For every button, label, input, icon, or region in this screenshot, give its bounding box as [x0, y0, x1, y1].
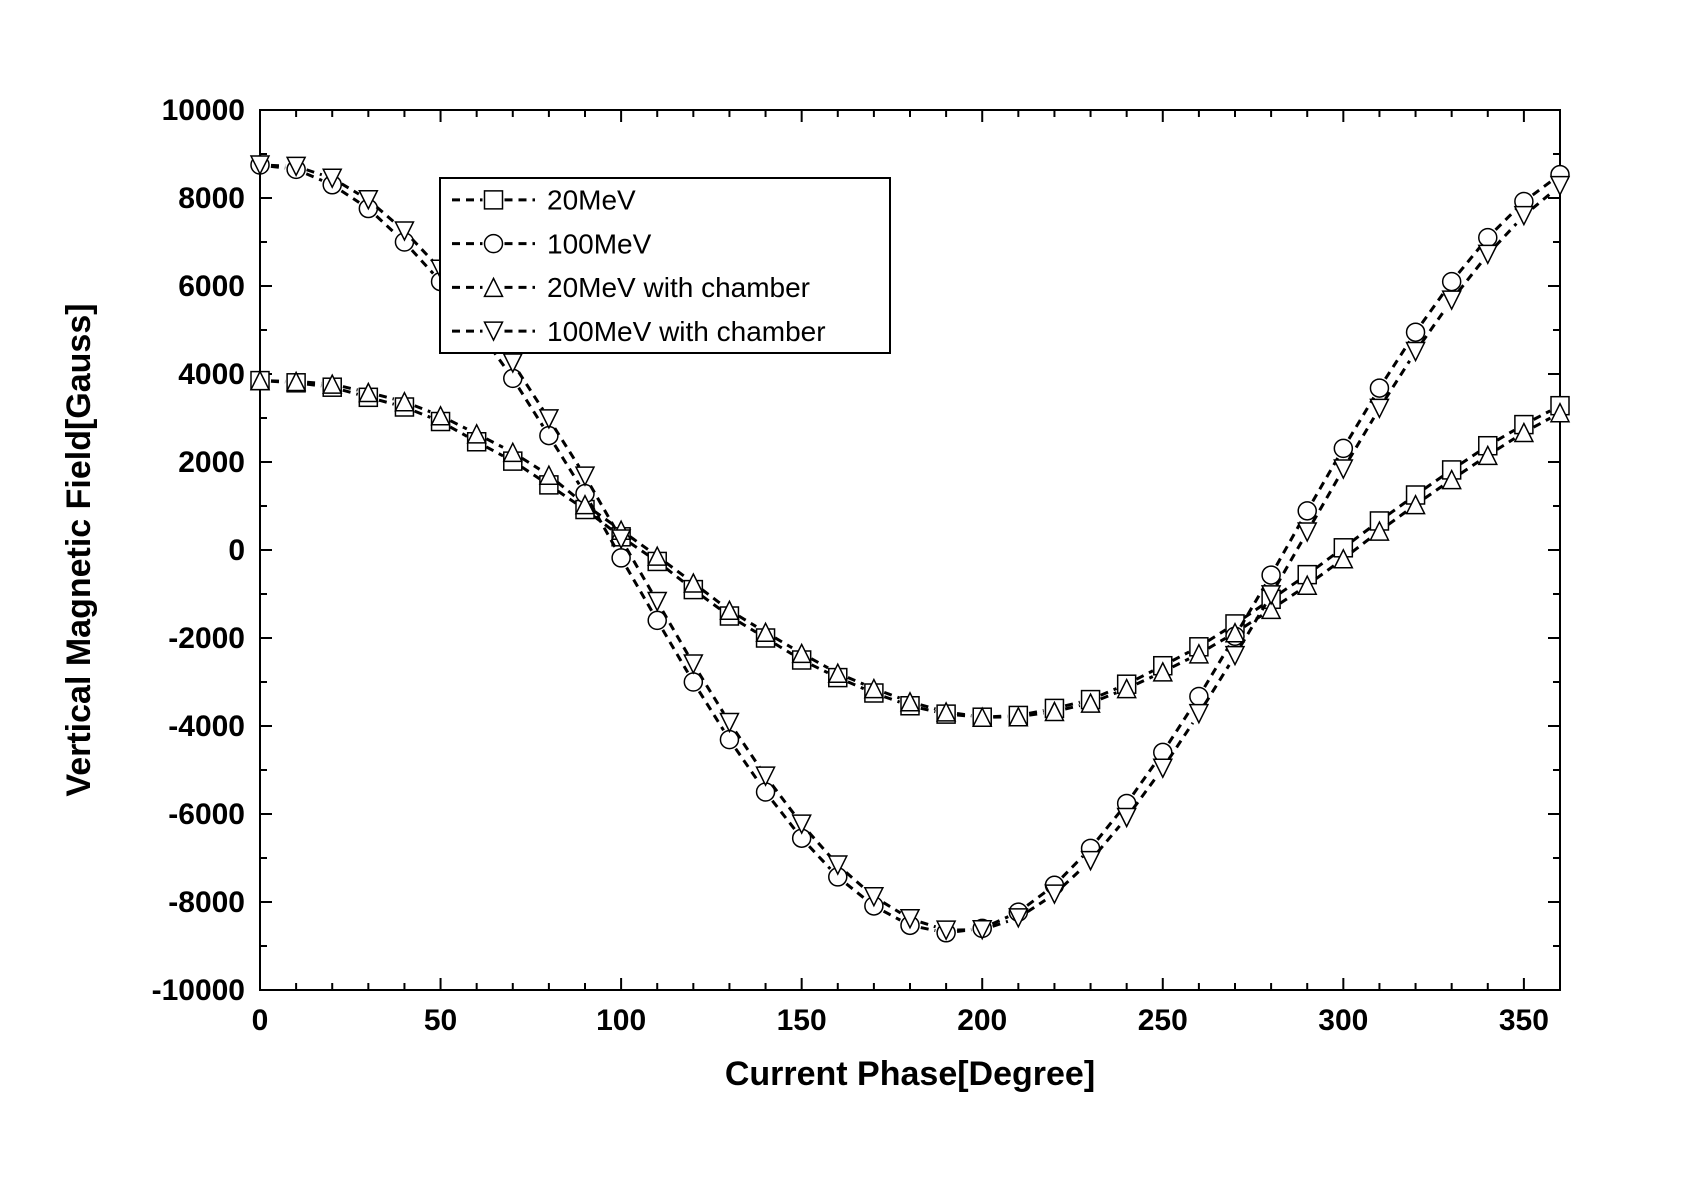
x-tick-label: 200: [957, 1004, 1007, 1037]
y-tick-label: 4000: [178, 358, 245, 391]
y-tick-label: -10000: [152, 974, 245, 1007]
x-axis-label: Current Phase[Degree]: [725, 1055, 1095, 1093]
y-tick-label: -8000: [168, 886, 245, 919]
x-tick-label: 300: [1318, 1004, 1368, 1037]
y-tick-label: 6000: [178, 270, 245, 303]
legend-label: 100MeV: [547, 228, 652, 259]
y-tick-label: 2000: [178, 446, 245, 479]
x-tick-label: 150: [777, 1004, 827, 1037]
y-axis-label: Vertical Magnetic Field[Gauss]: [60, 303, 98, 796]
y-tick-label: -2000: [168, 622, 245, 655]
legend-label: 20MeV with chamber: [547, 272, 810, 303]
x-tick-label: 0: [252, 1004, 269, 1037]
y-tick-label: 8000: [178, 182, 245, 215]
y-tick-label: -4000: [168, 710, 245, 743]
x-tick-label: 50: [424, 1004, 457, 1037]
y-tick-label: 0: [228, 534, 245, 567]
x-tick-label: 100: [596, 1004, 646, 1037]
legend-label: 20MeV: [547, 185, 636, 216]
y-tick-label: 10000: [162, 94, 245, 127]
y-tick-label: -6000: [168, 798, 245, 831]
x-tick-label: 250: [1138, 1004, 1188, 1037]
chart-svg: 0 50 100 150 200 250 300 350 -10000 -8000 -6000 -40…: [0, 0, 1695, 1189]
x-tick-label: 350: [1499, 1004, 1549, 1037]
chart-container: 0 50 100 150 200 250 300 350 -10000 -8000 -6000 -40…: [0, 0, 1695, 1189]
legend-label: 100MeV with chamber: [547, 316, 826, 347]
legend: 20MeV 100MeV 20MeV with chamber 100MeV with…: [440, 178, 890, 353]
